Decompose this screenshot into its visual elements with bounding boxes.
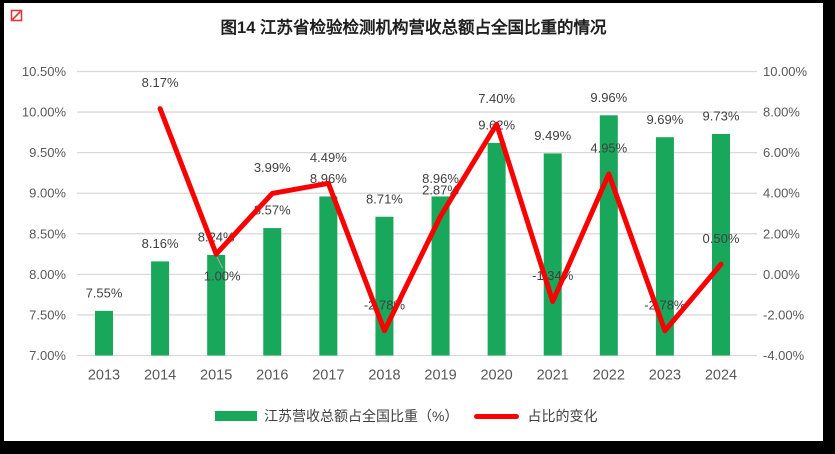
bar-2018 xyxy=(375,216,394,356)
bar-2022 xyxy=(599,115,618,356)
bar-label-2024: 9.73% xyxy=(703,109,740,124)
right-axis-tick: 10.00% xyxy=(763,64,808,79)
x-axis-label: 2015 xyxy=(200,368,232,384)
left-axis-tick: 10.50% xyxy=(22,64,67,79)
x-axis-label: 2023 xyxy=(649,368,681,384)
x-axis-label: 2018 xyxy=(368,368,400,384)
legend: 江苏营收总额占全国比重（%） 占比的变化 xyxy=(215,405,597,427)
line-label-2015: 1.00% xyxy=(204,269,241,284)
chart-canvas: 图14 江苏省检验检测机构营收总额占全国比重的情况 10.50% 10.00% 10… xyxy=(4,3,823,441)
line-label-2024: 0.50% xyxy=(703,231,740,246)
x-axis-label: 2022 xyxy=(593,368,625,384)
bar-label-2023: 9.69% xyxy=(646,112,683,127)
right-axis-tick: 2.00% xyxy=(763,226,800,241)
right-axis-tick: -2.00% xyxy=(763,307,805,322)
right-axis-tick: 8.00% xyxy=(763,105,800,120)
bar-label-2018: 8.71% xyxy=(366,191,403,206)
x-axis-label: 2020 xyxy=(480,368,512,384)
legend-bar-label: 江苏营收总额占全国比重（%） xyxy=(264,408,459,424)
x-axis-label: 2017 xyxy=(312,368,344,384)
left-axis-tick: 9.50% xyxy=(29,145,66,160)
x-axis-label: 2024 xyxy=(705,368,737,384)
right-axis-tick: 4.00% xyxy=(763,186,800,201)
bar-2019 xyxy=(431,196,450,356)
right-axis-tick: 6.00% xyxy=(763,145,800,160)
bar-2015 xyxy=(207,254,226,356)
left-axis-tick: 9.00% xyxy=(29,186,66,201)
bar-label-2017: 8.96% xyxy=(310,171,347,186)
chart-plot: 10.50% 10.00% 10.00% 8.00% 9.50% 6.00% 9.00% 4.… xyxy=(22,64,808,384)
legend-line-label: 占比的变化 xyxy=(527,408,598,424)
bar-label-2021: 9.49% xyxy=(534,128,571,143)
left-axis-tick: 7.50% xyxy=(29,307,66,322)
line-series xyxy=(157,106,724,334)
bar-label-2019: 8.96% xyxy=(422,171,459,186)
line-label-2016: 3.99% xyxy=(254,160,291,175)
line-label-2014: 8.17% xyxy=(142,75,179,90)
x-axis-label: 2013 xyxy=(88,368,120,384)
x-axis-label: 2014 xyxy=(144,368,176,384)
bar-2021 xyxy=(543,153,562,356)
line-label-2019: 2.87% xyxy=(422,183,459,198)
left-axis-tick: 8.00% xyxy=(29,267,66,282)
left-axis-tick: 10.00% xyxy=(22,105,67,120)
left-axis-tick: 7.00% xyxy=(29,348,66,363)
x-axis-label: 2019 xyxy=(424,368,456,384)
left-axis-tick: 8.50% xyxy=(29,226,66,241)
x-axis-label: 2021 xyxy=(537,368,569,384)
bar-2020 xyxy=(487,142,506,356)
bar-label-2022: 9.96% xyxy=(590,90,627,105)
bar-2013 xyxy=(95,310,113,356)
legend-line-swatch-icon xyxy=(474,413,520,419)
bar-2024 xyxy=(711,133,730,356)
bar-label-2014: 8.16% xyxy=(142,236,179,251)
label-leader-line xyxy=(216,256,224,269)
bar-label-2013: 7.55% xyxy=(86,285,123,300)
line-label-2017: 4.49% xyxy=(310,150,347,165)
right-axis-tick: 0.00% xyxy=(763,267,800,282)
right-axis-tick: -4.00% xyxy=(763,348,805,363)
line-label-2020: 7.40% xyxy=(478,91,515,106)
x-axis-label: 2016 xyxy=(256,368,288,384)
bar-2016 xyxy=(263,228,282,356)
red-artifact-mark xyxy=(10,9,23,22)
bar-2023 xyxy=(655,137,674,356)
line-label-2022: 4.95% xyxy=(590,141,627,156)
bar-2017 xyxy=(319,196,338,356)
bar-2014 xyxy=(151,261,170,356)
legend-bar-swatch-icon xyxy=(215,411,257,421)
chart-title: 图14 江苏省检验检测机构营收总额占全国比重的情况 xyxy=(220,19,607,37)
